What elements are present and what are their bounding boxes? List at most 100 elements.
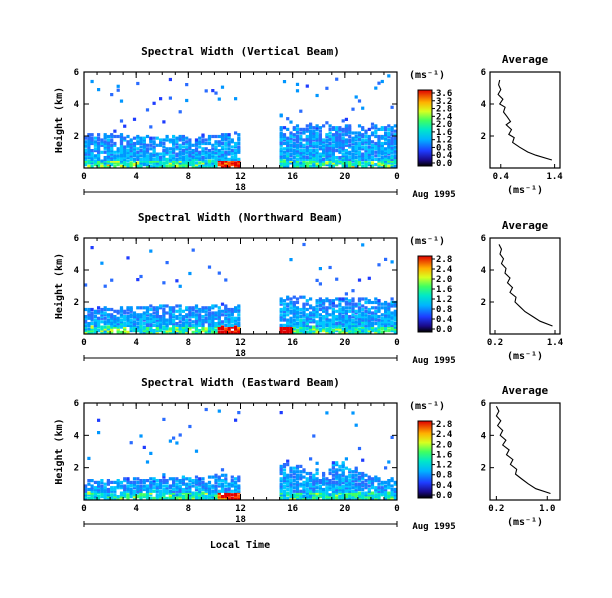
heatmap-cell	[370, 164, 375, 168]
heatmap-cell	[367, 479, 371, 483]
heatmap-cell	[367, 140, 371, 144]
heatmap-cell	[159, 306, 163, 310]
heatmap-cell	[380, 136, 384, 140]
colorbar-tick-label: 0.8	[436, 143, 452, 153]
heatmap-cell	[292, 307, 296, 312]
heatmap-cell	[315, 300, 319, 305]
heatmap-cell	[295, 129, 300, 133]
heatmap-cell	[110, 278, 114, 282]
heatmap-cell	[207, 156, 212, 160]
heatmap-cell	[207, 161, 212, 165]
heatmap-cell	[172, 150, 176, 154]
heatmap-cell	[126, 477, 130, 481]
heatmap-cell	[139, 157, 143, 161]
heatmap-cell	[312, 489, 316, 493]
heatmap-cell	[357, 99, 362, 103]
heatmap-cell	[191, 493, 195, 497]
heatmap-cell	[181, 480, 185, 484]
heatmap-cell	[344, 138, 348, 142]
heatmap-cell	[152, 159, 156, 163]
average-x-tick-label: 1.4	[547, 338, 564, 348]
heatmap-cell	[315, 307, 319, 312]
heatmap-cell	[357, 159, 362, 163]
heatmap-cell	[370, 477, 375, 481]
heatmap-cell	[119, 138, 124, 142]
heatmap-cell	[390, 493, 394, 497]
heatmap-cell	[165, 496, 169, 500]
heatmap-cell	[292, 152, 296, 156]
x-tick-label: 4	[133, 338, 139, 348]
heatmap-cell	[211, 147, 215, 151]
heatmap-cell	[224, 157, 228, 161]
heatmap-cell	[194, 313, 199, 317]
heatmap-cell	[309, 311, 313, 315]
heatmap-cell	[351, 149, 355, 153]
heatmap-cell	[325, 163, 329, 167]
heatmap-cell	[357, 297, 362, 301]
heatmap-cell	[374, 141, 378, 146]
heatmap-cell	[181, 479, 185, 483]
heatmap-cell	[364, 315, 368, 319]
heatmap-cell	[338, 322, 342, 326]
heatmap-cell	[230, 475, 234, 479]
heatmap-cell	[139, 163, 143, 167]
heatmap-cell	[172, 134, 176, 139]
heatmap-cell	[364, 163, 368, 167]
heatmap-cell	[90, 152, 94, 156]
heatmap-cell	[325, 316, 329, 320]
x-tick-label: 12	[235, 172, 246, 182]
heatmap-cell	[175, 489, 179, 493]
heatmap-cell	[198, 150, 202, 154]
heatmap-cell	[123, 491, 127, 495]
heatmap-cell	[387, 304, 391, 308]
heatmap-cell	[299, 143, 303, 147]
heatmap-cell	[348, 163, 352, 167]
heatmap-cell	[97, 495, 101, 499]
heatmap-cell	[198, 322, 202, 326]
heatmap-cell	[295, 140, 300, 144]
heatmap-cell	[325, 150, 329, 154]
heatmap-cell	[97, 486, 101, 490]
heatmap-cell	[126, 316, 130, 320]
heatmap-cell	[292, 126, 296, 130]
heatmap-cell	[230, 150, 234, 154]
heatmap-cell	[234, 480, 238, 484]
heatmap-cell	[191, 484, 195, 488]
heatmap-cell	[162, 161, 166, 165]
heatmap-cell	[338, 323, 342, 327]
heatmap-cell	[113, 143, 117, 147]
heatmap-cell	[155, 320, 159, 324]
heatmap-cell	[354, 147, 358, 151]
heatmap-cell	[155, 486, 159, 490]
heatmap-cell	[123, 156, 127, 160]
heatmap-cell	[315, 157, 319, 161]
heatmap-cell	[289, 470, 293, 474]
heatmap-cell	[201, 496, 205, 500]
heatmap-cell	[159, 325, 163, 329]
heatmap-cell	[181, 149, 185, 153]
heatmap-cell	[374, 124, 378, 128]
heatmap-cell	[357, 163, 362, 167]
heatmap-cell	[341, 477, 345, 481]
heatmap-cell	[367, 307, 371, 312]
heatmap-cell	[322, 322, 326, 326]
heatmap-cell	[198, 487, 202, 492]
heatmap-cell	[136, 81, 140, 86]
heatmap-cell	[90, 156, 94, 160]
heatmap-cell	[370, 486, 375, 490]
heatmap-cell	[364, 129, 368, 133]
heatmap-cell	[162, 480, 166, 484]
heatmap-cell	[380, 493, 384, 497]
heatmap-cell	[155, 306, 159, 310]
heatmap-cell	[315, 126, 319, 130]
heatmap-cell	[286, 496, 290, 500]
heatmap-cell	[217, 306, 221, 310]
heatmap-cell	[344, 302, 348, 306]
heatmap-cell	[194, 309, 199, 313]
heatmap-cell	[214, 323, 218, 327]
heatmap-cell	[178, 154, 182, 158]
heatmap-cell	[318, 267, 322, 271]
heatmap-cell	[162, 473, 166, 477]
heatmap-cell	[126, 141, 130, 146]
heatmap-cell	[175, 315, 179, 319]
